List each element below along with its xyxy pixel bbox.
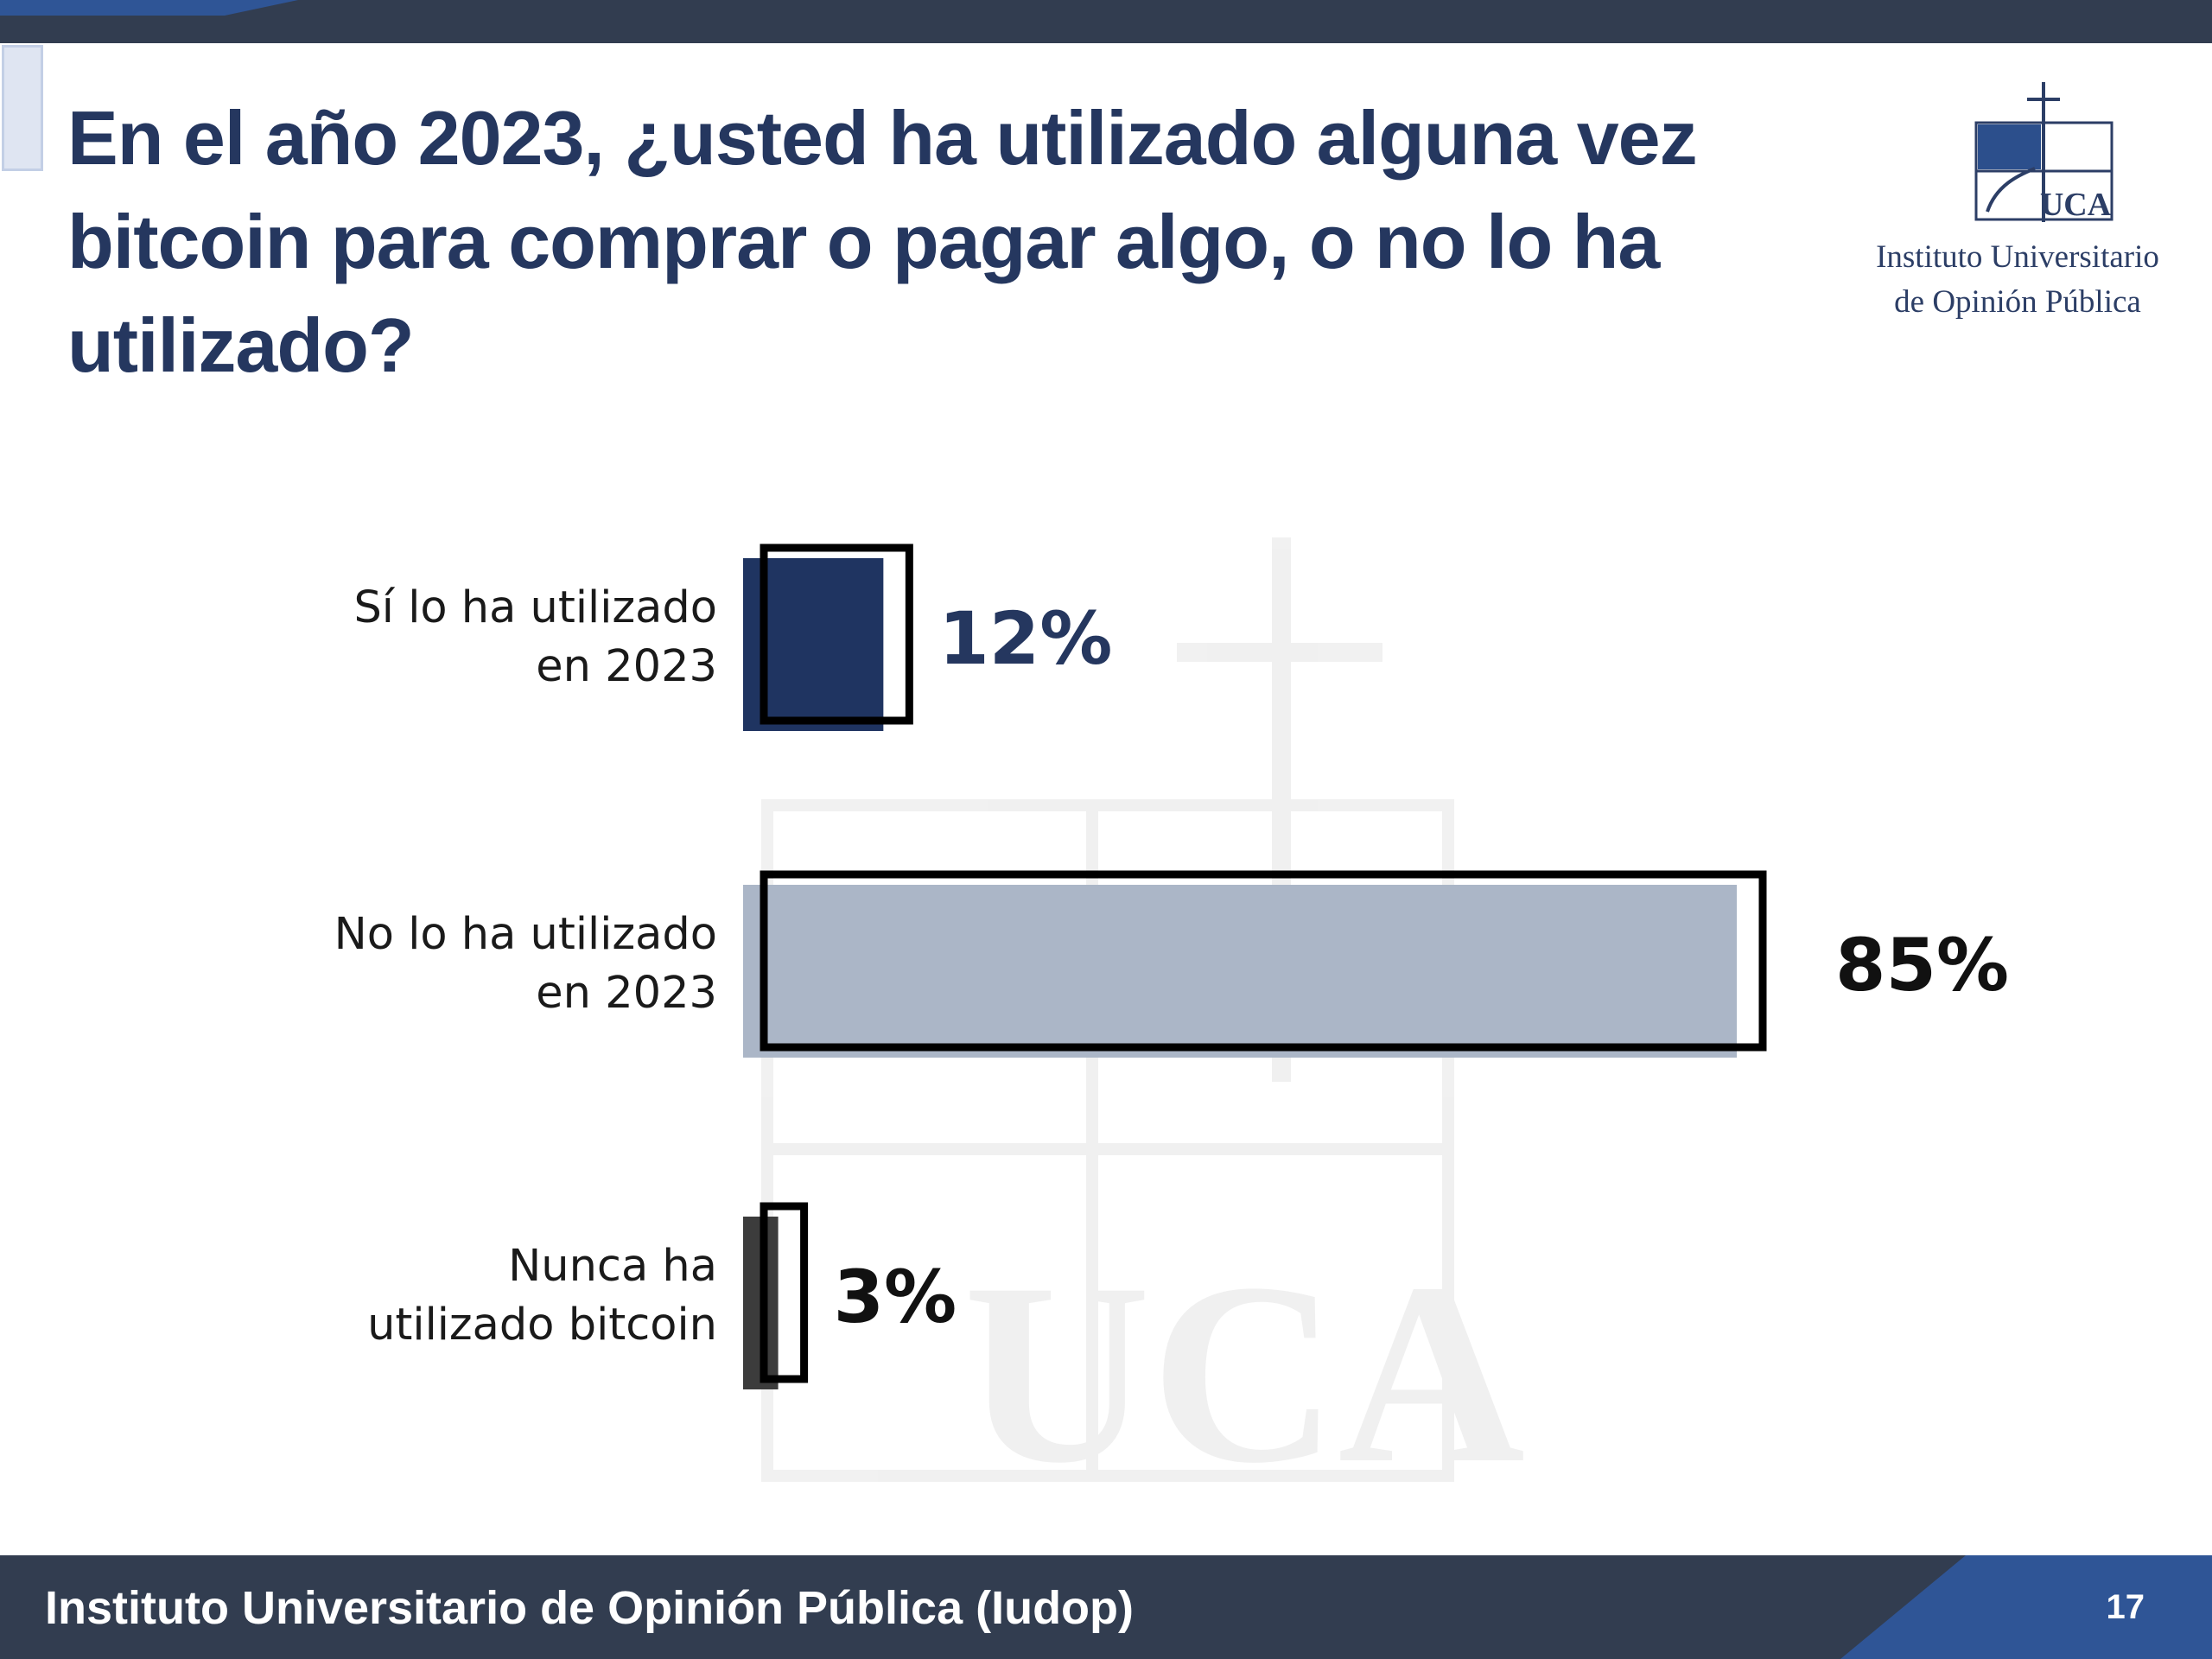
- footer-bar: [0, 1555, 2212, 1659]
- top-header-bar: [0, 0, 2212, 43]
- watermark-letters: UCA: [963, 1230, 1525, 1516]
- logo-caption-line-2: de Opinión Pública: [1894, 284, 2141, 320]
- category-label-1: Sí lo ha utilizado en 2023: [233, 579, 717, 696]
- logo-blue-quadrant: [1978, 124, 2041, 169]
- bar-1: [743, 543, 913, 731]
- iudop-logo: UCA: [1974, 82, 2113, 223]
- page-number: 17: [2106, 1588, 2145, 1626]
- footer-accent-stripe: [1840, 1555, 2212, 1659]
- page-title: En el año 2023, ¿usted ha utilizado algu…: [67, 95, 1698, 388]
- value-label-3: 3%: [833, 1255, 957, 1339]
- bar-outline-2: [760, 870, 1767, 1052]
- value-label-2: 85%: [1835, 923, 2010, 1007]
- logo-caption-line-1: Instituto Universitario: [1876, 239, 2159, 275]
- value-label-1: 12%: [938, 596, 1113, 681]
- logo-cross-icon: [2027, 82, 2060, 222]
- category-label-line: No lo ha utilizado: [334, 909, 717, 960]
- category-label-line: utilizado bitcoin: [367, 1300, 717, 1351]
- category-label-line: en 2023: [536, 641, 717, 692]
- category-label-3: Nunca ha utilizado bitcoin: [233, 1237, 717, 1355]
- category-label-line: en 2023: [536, 968, 717, 1019]
- bar-2: [743, 870, 1767, 1058]
- category-label-line: Nunca ha: [508, 1241, 717, 1292]
- bar-fill-2: [743, 885, 1737, 1058]
- bar-chart: UCA: [743, 537, 1767, 1516]
- bar-outline-3: [760, 1202, 809, 1383]
- logo-letters: UCA: [2040, 187, 2112, 223]
- top-accent-stripe: [0, 0, 298, 16]
- footer-institution: Instituto Universitario de Opinión Públi…: [45, 1582, 1135, 1634]
- bar-outline-1: [760, 543, 913, 725]
- logo-quill-icon: [1986, 167, 2036, 213]
- category-label-2: No lo ha utilizado en 2023: [233, 906, 717, 1023]
- title-marker: [2, 45, 43, 171]
- bar-3: [743, 1202, 809, 1389]
- category-label-line: Sí lo ha utilizado: [353, 582, 717, 633]
- logo-caption: Instituto Universitario de Opinión Públi…: [1849, 235, 2186, 325]
